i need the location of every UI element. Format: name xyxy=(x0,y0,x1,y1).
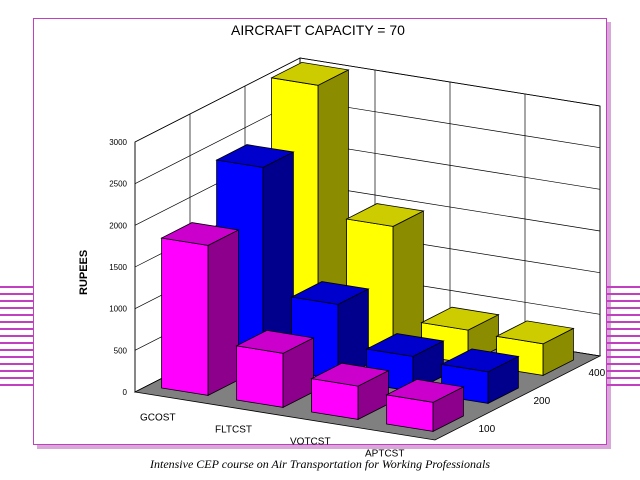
depth-series-label: 400 xyxy=(589,368,606,379)
bar-top-face xyxy=(160,222,240,246)
chart-bars xyxy=(160,61,575,433)
bar-top-face xyxy=(420,306,500,331)
bar xyxy=(440,348,520,405)
x-category-label: APTCST xyxy=(365,448,404,459)
bar-top-face xyxy=(495,320,575,345)
bar-side-face xyxy=(207,229,239,397)
y-tick-label: 1500 xyxy=(109,263,127,272)
x-category-label: FLTCST xyxy=(215,424,252,435)
bar xyxy=(385,378,465,433)
bar xyxy=(160,222,240,397)
y-tick-label: 2000 xyxy=(109,221,127,230)
decorative-stripes-left xyxy=(0,286,34,391)
y-axis-label: RUPEES xyxy=(78,250,90,295)
bar-top-face xyxy=(270,61,350,86)
footer-caption: Intensive CEP course on Air Transportati… xyxy=(149,457,490,471)
bar-top-face xyxy=(310,362,390,387)
bar-front-face xyxy=(161,237,209,396)
y-tick-label: 1000 xyxy=(109,305,127,314)
decorative-stripes-right xyxy=(606,286,640,391)
chart-axis-labels: 0 500 1000 1500 2000 2500 3000 GCOST FLTCST VOTCS… xyxy=(109,138,605,459)
bar-top-face xyxy=(235,329,315,354)
bar-top-face xyxy=(440,348,520,373)
bar xyxy=(235,329,315,409)
x-category-label: VOTCST xyxy=(290,436,331,447)
bar-top-face xyxy=(345,203,425,227)
bar-top-face xyxy=(385,378,465,403)
y-tick-label: 500 xyxy=(114,346,128,355)
x-category-label: GCOST xyxy=(140,412,176,423)
bar-front-face xyxy=(236,345,284,408)
chart-title: AIRCRAFT CAPACITY = 70 xyxy=(231,22,405,38)
bar-top-face xyxy=(215,144,295,168)
bar xyxy=(310,362,390,421)
depth-series-label: 200 xyxy=(534,396,551,407)
y-tick-label: 2500 xyxy=(109,180,127,189)
bar-side-face xyxy=(392,210,424,353)
bar-top-face xyxy=(365,333,445,357)
y-tick-label: 3000 xyxy=(109,138,127,147)
bar-top-face xyxy=(290,281,370,305)
depth-series-label: 100 xyxy=(479,424,496,435)
y-tick-label: 0 xyxy=(123,388,128,397)
